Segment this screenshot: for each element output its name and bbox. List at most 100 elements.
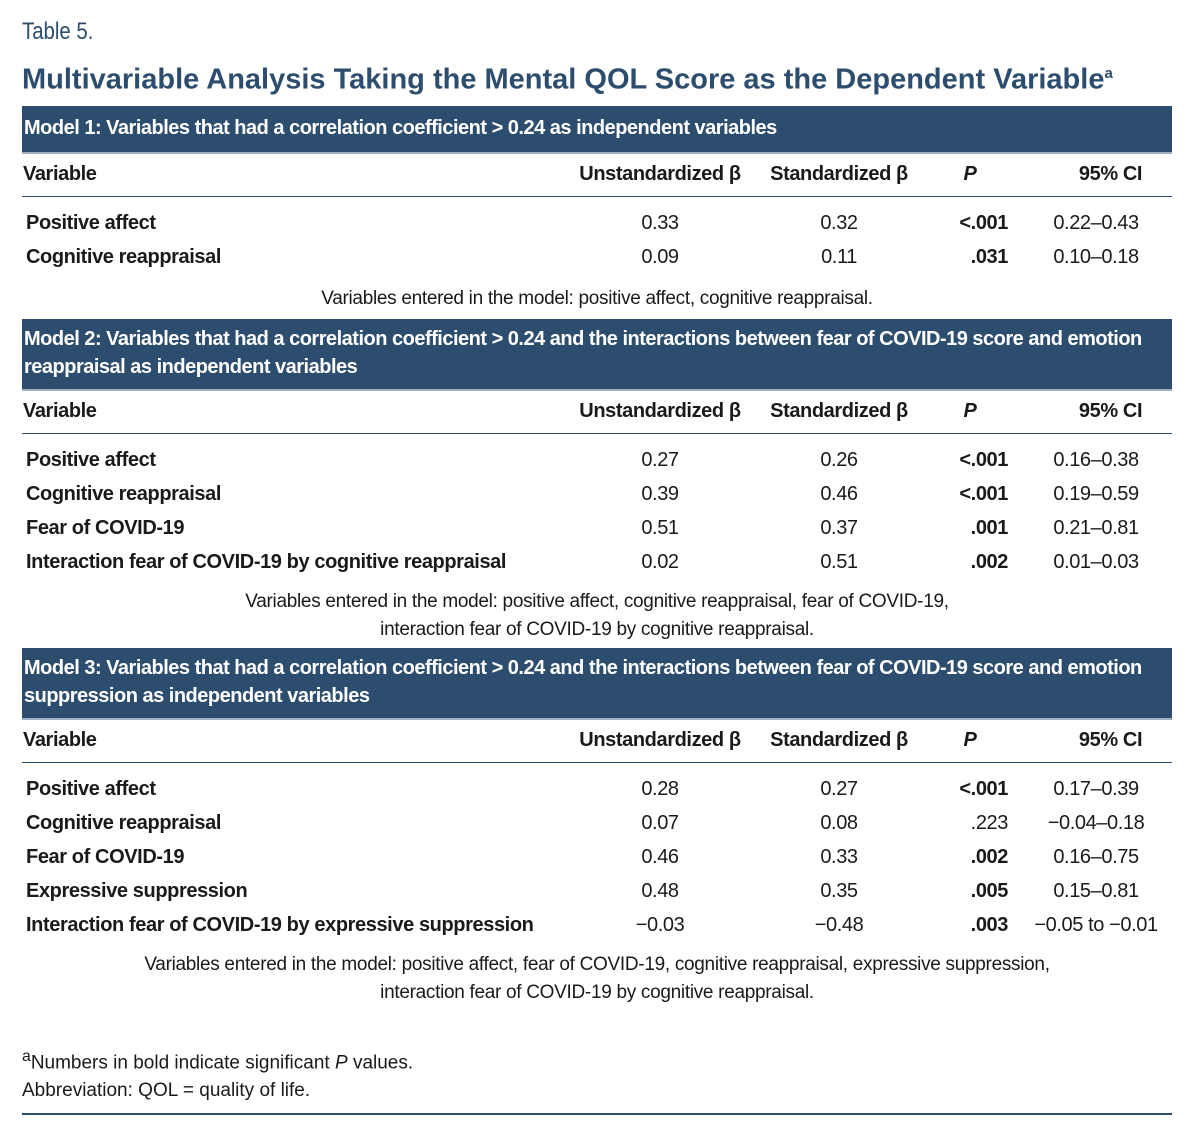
cell: 0.01–0.03 <box>1053 551 1139 574</box>
data-row: Fear of COVID-19 0.46 0.33 .002 0.16–0.75 <box>22 841 1172 875</box>
cell: .223 <box>970 812 1009 835</box>
cell: 0.16–0.38 <box>1053 449 1139 472</box>
cell: 0.48 <box>641 880 679 903</box>
row-label: Cognitive reappraisal <box>26 483 221 506</box>
row-label: Cognitive reappraisal <box>26 812 221 835</box>
model-heading: Model 1: Variables that had a correlatio… <box>22 105 1173 154</box>
note-line: Variables entered in the model: positive… <box>321 287 873 309</box>
cell: <.001 <box>959 212 1008 235</box>
cell: <.001 <box>959 778 1008 801</box>
cell: 0.33 <box>641 212 679 235</box>
note-row: Variables entered in the model: positive… <box>22 580 1172 648</box>
column-header: 95% CI <box>1020 152 1173 197</box>
model-heading: Model 3: Variables that had a correlatio… <box>22 647 1173 720</box>
column-header: P <box>920 718 1020 763</box>
data-row: Positive affect 0.27 0.26 <.001 0.16–0.38 <box>22 444 1172 478</box>
cell: 0.22–0.43 <box>1053 212 1139 235</box>
table-title: Multivariable Analysis Taking the Mental… <box>22 56 1142 98</box>
model-heading-row: Model 1: Variables that had a correlatio… <box>22 105 1173 154</box>
row-label: Interaction fear of COVID-19 by cognitiv… <box>26 551 507 574</box>
model-table: Model 1: Variables that had a correlatio… <box>22 105 1173 319</box>
cell: 0.21–0.81 <box>1053 517 1139 540</box>
column-header: Variable <box>22 718 562 763</box>
cell: 0.08 <box>820 812 858 835</box>
row-label: Expressive suppression <box>26 880 248 903</box>
column-header: Unstandardized β <box>562 718 758 763</box>
column-header: Unstandardized β <box>562 389 758 434</box>
data-row: Cognitive reappraisal 0.39 0.46 <.001 0.19–0… <box>22 478 1172 512</box>
cell: −0.05 to −0.01 <box>1034 914 1158 937</box>
data-row: Positive affect 0.28 0.27 <.001 0.17–0.39 <box>22 773 1172 807</box>
cell: 0.15–0.81 <box>1053 880 1139 903</box>
data-row: Interaction fear of COVID-19 by expressi… <box>22 909 1172 943</box>
gap-cell <box>22 762 1172 773</box>
cell: .003 <box>970 914 1009 937</box>
cell: <.001 <box>959 483 1008 506</box>
note-line: Variables entered in the model: positive… <box>144 953 1050 975</box>
gap <box>22 762 1172 773</box>
abbreviation: Abbreviation: QOL = quality of life. <box>22 1079 311 1101</box>
column-header: Standardized β <box>758 718 920 763</box>
model-note: Variables entered in the model: positive… <box>22 580 1172 648</box>
column-header: Variable <box>22 152 562 197</box>
cell: 0.35 <box>820 880 858 903</box>
gap <box>22 433 1172 444</box>
gap-cell <box>22 196 1172 207</box>
cell: −0.48 <box>814 914 864 937</box>
row-label: Cognitive reappraisal <box>26 246 221 269</box>
gap-cell <box>22 433 1172 444</box>
cell: 0.10–0.18 <box>1053 246 1139 269</box>
cell: 0.28 <box>641 778 679 801</box>
column-header: 95% CI <box>1020 718 1173 763</box>
data-row: Positive affect 0.33 0.32 <.001 0.22–0.43 <box>22 207 1172 241</box>
data-row: Fear of COVID-19 0.51 0.37 .001 0.21–0.81 <box>22 512 1172 546</box>
model-heading-row: Model 3: Variables that had a correlatio… <box>22 647 1173 720</box>
cell: 0.16–0.75 <box>1053 846 1139 869</box>
cell: −0.03 <box>635 914 685 937</box>
footnote-text: values. <box>347 1051 414 1073</box>
footnote-text: Numbers in bold indicate significant <box>30 1051 335 1073</box>
footnote: aNumbers in bold indicate significant P … <box>22 1043 1178 1077</box>
cell: 0.27 <box>641 449 679 472</box>
cell: 0.11 <box>821 246 857 269</box>
note-row: Variables entered in the model: positive… <box>22 943 1172 1011</box>
model-table: Model 2: Variables that had a correlatio… <box>22 318 1173 648</box>
model-note: Variables entered in the model: positive… <box>22 275 1172 319</box>
footnote-italic: P <box>334 1051 348 1073</box>
models: Model 1: Variables that had a correlatio… <box>22 105 1178 1011</box>
model-note: Variables entered in the model: positive… <box>22 943 1172 1011</box>
gap <box>22 196 1172 207</box>
cell: −0.04–0.18 <box>1047 812 1145 835</box>
column-header: 95% CI <box>1020 389 1173 434</box>
cell: 0.07 <box>641 812 679 835</box>
cell: .002 <box>970 551 1009 574</box>
table-label: Table 5. <box>22 18 94 45</box>
cell: 0.09 <box>641 246 679 269</box>
column-header: Unstandardized β <box>562 152 758 197</box>
cell: .001 <box>970 517 1009 540</box>
bottom-rule <box>22 1112 1172 1115</box>
note-line: Variables entered in the model: positive… <box>245 590 949 612</box>
column-header: Standardized β <box>758 389 920 434</box>
cell: 0.46 <box>820 483 858 506</box>
model-heading-row: Model 2: Variables that had a correlatio… <box>22 318 1173 391</box>
cell: 0.51 <box>641 517 679 540</box>
row-label: Positive affect <box>26 449 156 472</box>
cell: .031 <box>970 246 1009 269</box>
cell: 0.26 <box>820 449 858 472</box>
data-row: Expressive suppression 0.48 0.35 .005 0.15–0… <box>22 875 1172 909</box>
cell: .002 <box>970 846 1009 869</box>
row-label: Interaction fear of COVID-19 by expressi… <box>26 914 534 937</box>
row-label: Positive affect <box>26 778 156 801</box>
cell: .005 <box>970 880 1009 903</box>
title-mark: a <box>1104 65 1113 82</box>
note-row: Variables entered in the model: positive… <box>22 275 1172 319</box>
cell: 0.37 <box>820 517 858 540</box>
cell: 0.27 <box>820 778 858 801</box>
data-row: Cognitive reappraisal 0.07 0.08 .223 −0.04–0… <box>22 807 1172 841</box>
column-header: P <box>920 152 1020 197</box>
